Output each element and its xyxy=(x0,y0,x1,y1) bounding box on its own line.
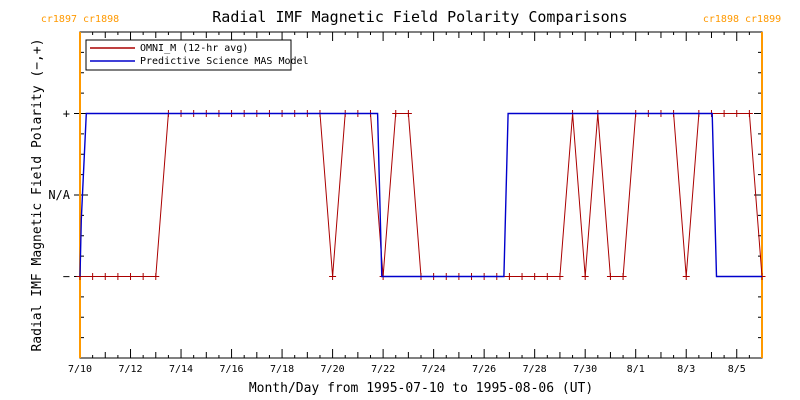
plot-frame xyxy=(79,31,763,359)
omni-data-point xyxy=(114,273,122,280)
x-tick-label: 7/20 xyxy=(321,364,345,375)
carrington-label-left: cr1897 cr1898 xyxy=(41,14,119,25)
mas-series-line xyxy=(79,112,762,278)
x-tick-label: 7/14 xyxy=(169,364,193,375)
x-tick-label: 7/18 xyxy=(270,364,294,375)
omni-data-point xyxy=(329,273,337,280)
x-tick-label: 8/1 xyxy=(627,364,645,375)
x-tick-label: 7/24 xyxy=(422,364,446,375)
omni-data-point xyxy=(531,273,539,280)
omni-data-point xyxy=(518,273,526,280)
carrington-label-right: cr1898 cr1899 xyxy=(703,14,781,25)
omni-data-point xyxy=(505,273,513,280)
omni-data-point xyxy=(152,273,160,280)
omni-data-point xyxy=(733,110,741,117)
legend: OMNI_M (12-hr avg) Predictive Science MA… xyxy=(85,39,309,71)
omni-data-point xyxy=(556,273,564,280)
y-tick-label: N/A xyxy=(48,188,70,202)
y-tick-label: − xyxy=(63,270,70,284)
omni-data-point xyxy=(720,110,728,117)
omni-data-point xyxy=(139,273,147,280)
x-tick-label: 8/3 xyxy=(677,364,695,375)
x-tick-label: 7/10 xyxy=(68,364,92,375)
omni-data-point xyxy=(682,273,690,280)
x-tick-label: 7/26 xyxy=(472,364,496,375)
y-axis-label: Radial IMF Magnetic Field Polarity (−,+) xyxy=(30,38,45,351)
x-tick-label: 7/22 xyxy=(371,364,395,375)
omni-data-point xyxy=(543,273,551,280)
y-tick-label: + xyxy=(63,107,70,121)
omni-data-point xyxy=(619,273,627,280)
x-tick-label: 8/5 xyxy=(728,364,746,375)
x-tick-label: 7/12 xyxy=(118,364,142,375)
carrington-markers xyxy=(79,32,763,358)
y-axis: − N/A + xyxy=(48,31,762,359)
legend-box xyxy=(85,39,292,71)
x-axis-label: Month/Day from 1995-07-10 to 1995-08-06 … xyxy=(249,381,593,396)
x-axis: 7/10 7/12 7/14 7/16 7/18 7/20 7/22 7/24 7/26 7/28… xyxy=(68,32,763,375)
omni-data-point xyxy=(606,273,614,280)
legend-label-mas: Predictive Science MAS Model xyxy=(140,56,309,67)
omni-series-line xyxy=(80,113,763,277)
legend-label-omni: OMNI_M (12-hr avg) xyxy=(140,43,248,54)
x-tick-label: 7/30 xyxy=(573,364,597,375)
x-tick-label: 7/28 xyxy=(523,364,547,375)
omni-data-point xyxy=(101,273,109,280)
omni-data-point xyxy=(581,273,589,280)
omni-data-point xyxy=(89,273,97,280)
omni-data-point xyxy=(745,110,753,117)
omni-data-point xyxy=(127,273,135,280)
x-tick-label: 7/16 xyxy=(220,364,244,375)
series-layer xyxy=(76,110,766,280)
omni-data-point xyxy=(404,110,412,117)
omni-data-point xyxy=(392,110,400,117)
chart-title: Radial IMF Magnetic Field Polarity Compa… xyxy=(212,8,627,26)
